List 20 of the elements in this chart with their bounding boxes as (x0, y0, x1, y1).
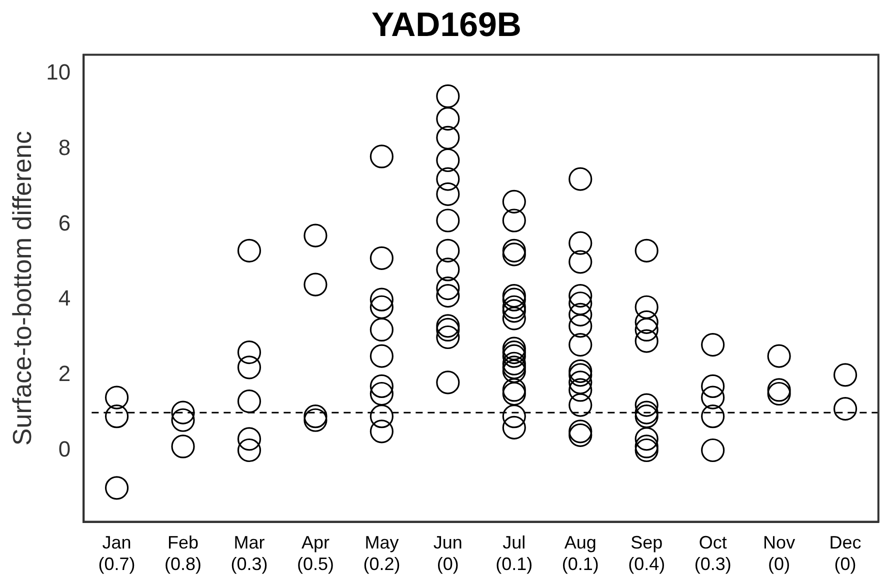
x-tick-label: Mar (0.3) (230, 532, 268, 574)
y-tick-label: 8 (58, 135, 71, 160)
y-tick-label: 6 (58, 210, 71, 236)
x-tick-label: Jan (0.7) (98, 532, 136, 574)
y-tick-label: 0 (58, 436, 71, 462)
x-tick-label: Apr (0.5) (296, 532, 334, 574)
x-tick-label: May (0.2) (363, 532, 400, 574)
x-tick-label: Dec (0) (829, 532, 862, 574)
x-tick-label: Sep (0.4) (628, 532, 666, 574)
x-tick-label: Jun (0) (433, 532, 462, 574)
y-tick-label: 4 (58, 286, 71, 311)
x-tick-label: Aug (0.1) (562, 532, 599, 574)
y-tick-label: 2 (58, 360, 71, 386)
y-tick-label: 10 (46, 60, 71, 85)
x-tick-label: Oct (0.3) (694, 532, 732, 574)
y-axis-title: Surface-to-bottom differenc (6, 131, 37, 446)
chart-title: YAD169B (372, 6, 522, 44)
x-tick-label: Feb (0.8) (164, 532, 202, 574)
x-tick-label: Jul (0.1) (496, 532, 533, 574)
x-tick-label: Nov (0) (763, 532, 796, 574)
